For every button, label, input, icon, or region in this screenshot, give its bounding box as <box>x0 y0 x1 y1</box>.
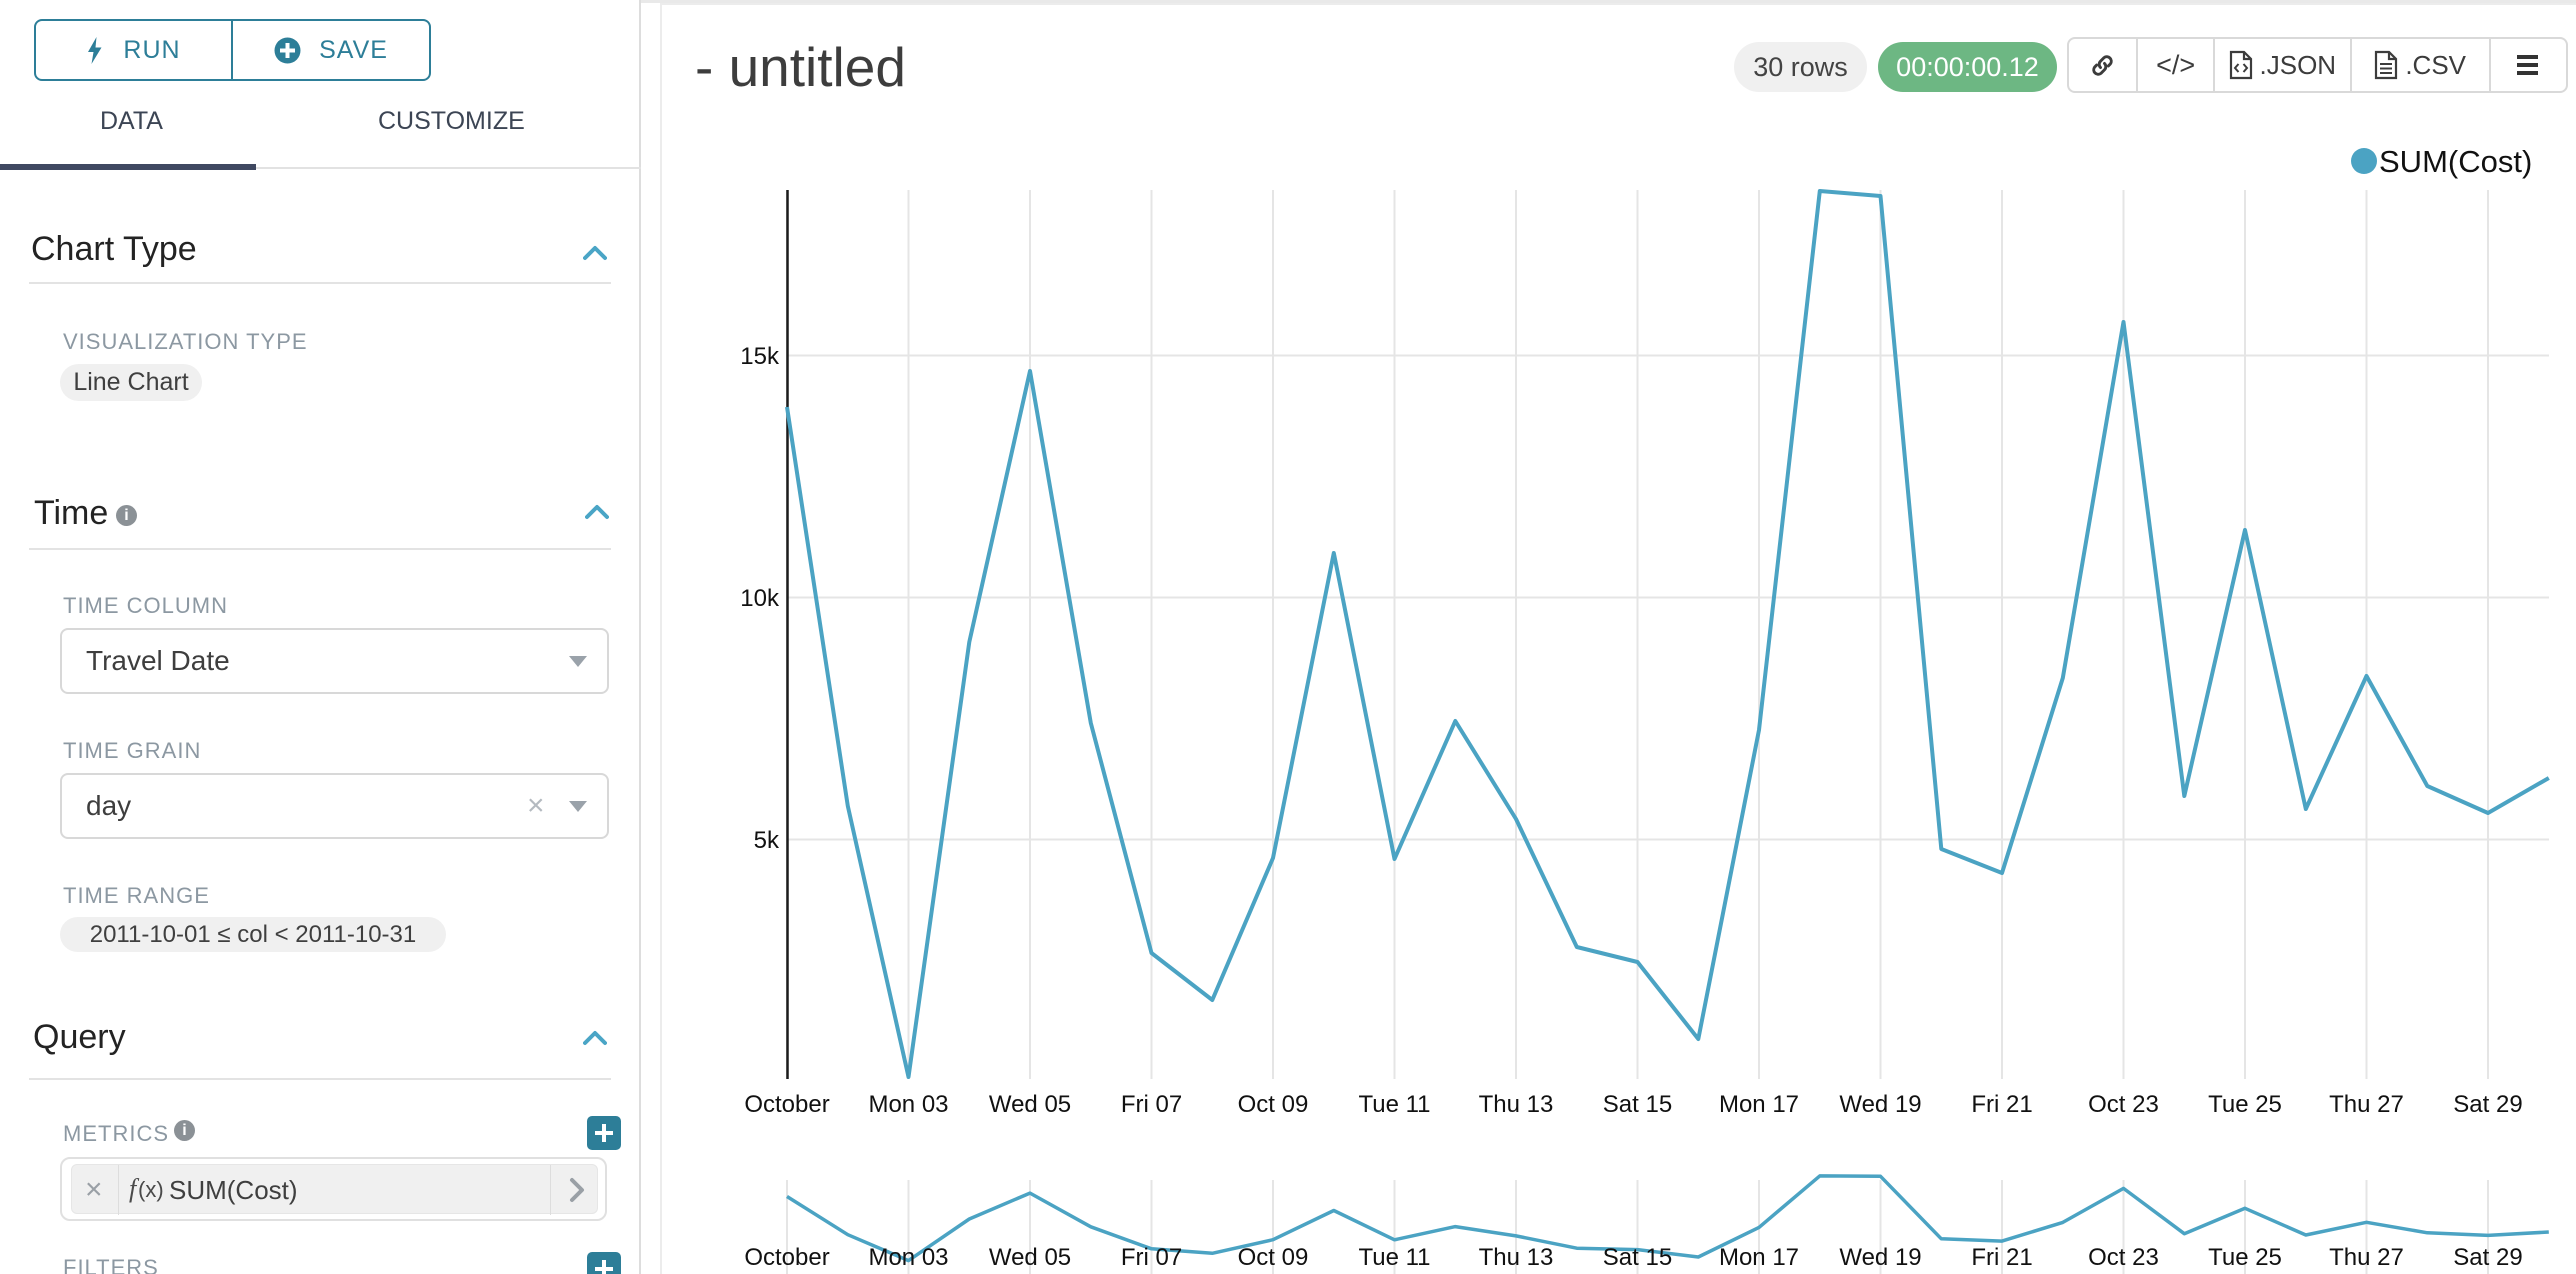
svg-text:5k: 5k <box>754 827 780 854</box>
svg-text:Tue 11: Tue 11 <box>1358 1244 1430 1271</box>
svg-text:Oct 23: Oct 23 <box>2088 1091 2159 1118</box>
svg-text:Fri 21: Fri 21 <box>1971 1244 2032 1271</box>
svg-text:Wed 05: Wed 05 <box>989 1244 1071 1271</box>
svg-text:Thu 27: Thu 27 <box>2329 1091 2404 1118</box>
svg-text:Oct 09: Oct 09 <box>1238 1091 1309 1118</box>
svg-text:Wed 19: Wed 19 <box>1839 1244 1921 1271</box>
svg-text:Oct 09: Oct 09 <box>1238 1244 1309 1271</box>
svg-text:10k: 10k <box>740 585 780 612</box>
svg-text:Tue 25: Tue 25 <box>2208 1091 2282 1118</box>
svg-text:Mon 03: Mon 03 <box>868 1244 948 1271</box>
svg-text:15k: 15k <box>740 343 780 370</box>
svg-text:Wed 05: Wed 05 <box>989 1091 1071 1118</box>
svg-text:Oct 23: Oct 23 <box>2088 1244 2159 1271</box>
svg-text:Sat 29: Sat 29 <box>2453 1091 2522 1118</box>
svg-text:October: October <box>744 1091 829 1118</box>
svg-text:Tue 11: Tue 11 <box>1358 1091 1430 1118</box>
svg-text:Sat 29: Sat 29 <box>2453 1244 2522 1271</box>
svg-text:Mon 17: Mon 17 <box>1719 1091 1799 1118</box>
svg-text:Thu 13: Thu 13 <box>1479 1244 1554 1271</box>
svg-text:Fri 07: Fri 07 <box>1121 1091 1182 1118</box>
svg-text:Thu 27: Thu 27 <box>2329 1244 2404 1271</box>
svg-text:Wed 19: Wed 19 <box>1839 1091 1921 1118</box>
svg-text:Thu 13: Thu 13 <box>1479 1091 1554 1118</box>
svg-text:October: October <box>744 1244 829 1271</box>
svg-text:Mon 03: Mon 03 <box>868 1091 948 1118</box>
svg-text:Sat 15: Sat 15 <box>1603 1091 1672 1118</box>
svg-text:SUM(Cost): SUM(Cost) <box>2379 144 2532 179</box>
svg-text:Fri 07: Fri 07 <box>1121 1244 1182 1271</box>
svg-text:Sat 15: Sat 15 <box>1603 1244 1672 1271</box>
svg-text:Fri 21: Fri 21 <box>1971 1091 2032 1118</box>
svg-text:Mon 17: Mon 17 <box>1719 1244 1799 1271</box>
svg-text:Tue 25: Tue 25 <box>2208 1244 2282 1271</box>
